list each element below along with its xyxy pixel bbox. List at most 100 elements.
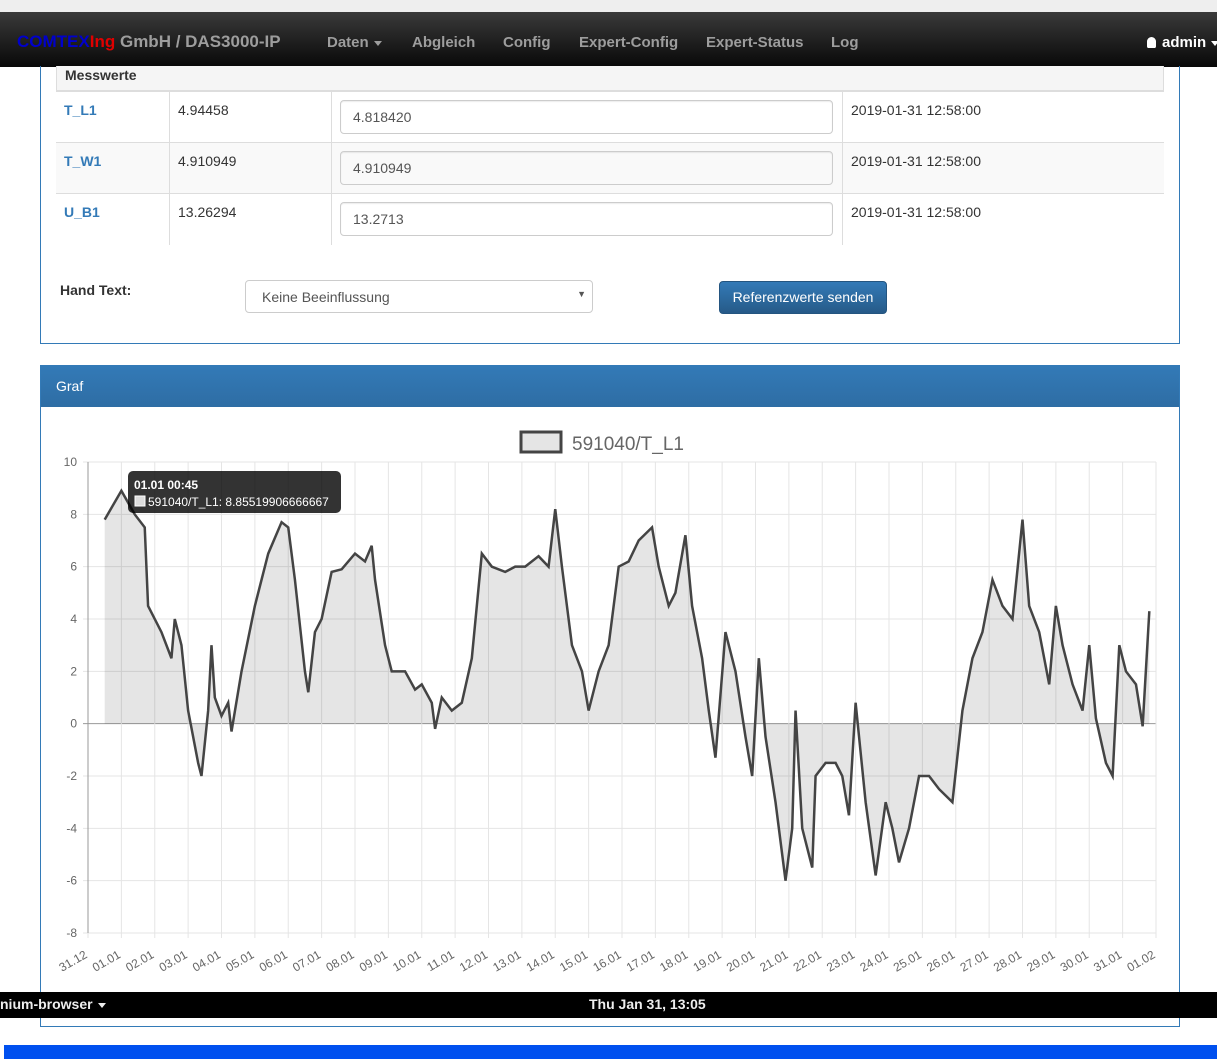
table-cell: 13.2713 (332, 194, 843, 245)
x-tick-label: 30.01 (1058, 947, 1091, 974)
value-input[interactable]: 4.818420 (340, 100, 833, 134)
select-text: Keine Beeinflussung (262, 289, 390, 305)
x-tick-label: 27.01 (958, 947, 991, 974)
value-input[interactable]: 4.910949 (340, 151, 833, 185)
cell-text: 13.26294 (178, 204, 237, 220)
nav-item[interactable]: Config (503, 34, 551, 51)
brand-c: GmbH / DAS3000-IP (119, 32, 281, 51)
table-row: T_L1 4.94458 4.818420 2019-01-31 12:58:00 (56, 91, 1164, 143)
channel-link[interactable]: T_W1 (64, 153, 102, 169)
nav-item[interactable]: Expert-Config (579, 34, 679, 51)
y-tick-label: 6 (70, 560, 77, 574)
table-cell: 4.910949 (170, 143, 332, 194)
x-tick-label: 03.01 (157, 947, 190, 974)
x-tick-label: 25.01 (891, 947, 924, 974)
table-heading: Messwerte (56, 66, 1164, 91)
panel-heading: Graf (41, 366, 1179, 407)
x-tick-label: 31.12 (56, 947, 89, 974)
form-label: Hand Text: (60, 282, 132, 298)
table-cell: 4.910949 (332, 143, 843, 194)
value-input[interactable]: 13.2713 (340, 202, 833, 236)
heading-text: Messwerte (65, 67, 137, 83)
x-tick-label: 18.01 (657, 947, 690, 974)
user-name: admin (1162, 34, 1207, 51)
legend-swatch (519, 430, 563, 454)
x-tick-label: 06.01 (257, 947, 290, 974)
x-tick-label: 01.01 (90, 947, 123, 974)
x-tick-label: 15.01 (557, 947, 590, 974)
app-text: nium-browser (0, 996, 93, 1012)
table-row: T_W1 4.910949 4.910949 2019-01-31 12:58:00 (56, 142, 1164, 194)
table-cell: 13.26294 (170, 194, 332, 245)
x-tick-label: 26.01 (924, 947, 957, 974)
x-tick-label: 10.01 (390, 947, 423, 974)
x-tick-label: 19.01 (691, 947, 724, 974)
nav-item[interactable]: Log (831, 34, 859, 51)
y-tick-label: 2 (70, 664, 77, 678)
x-tick-label: 20.01 (724, 947, 757, 974)
taskbar: nium-browser Thu Jan 31, 13:05 (0, 992, 1217, 1018)
x-tick-label: 13.01 (490, 947, 523, 974)
x-tick-label: 28.01 (991, 947, 1024, 974)
cell-text: 2019-01-31 12:58:00 (851, 204, 981, 220)
y-tick-label: -8 (66, 926, 77, 940)
tooltip-text: 591040/T_L1: 8.85519906666667 (148, 495, 329, 509)
x-tick-label: 08.01 (323, 947, 356, 974)
nav-item[interactable]: Expert-Status (706, 34, 804, 51)
x-tick-label: 31.01 (1091, 947, 1124, 974)
brand[interactable]: COMTEXIng GmbH / DAS3000-IP (17, 32, 281, 52)
nav-item[interactable]: Abgleich (412, 34, 476, 51)
table-cell: 2019-01-31 12:58:00 (843, 143, 1164, 194)
x-tick-label: 01.02 (1124, 947, 1157, 974)
taskbar-clock: Thu Jan 31, 13:05 (589, 996, 706, 1012)
user-menu[interactable]: admin (1147, 34, 1217, 51)
channel-link[interactable]: T_L1 (64, 102, 97, 118)
table-row: U_B1 13.26294 13.2713 2019-01-31 12:58:00 (56, 193, 1164, 245)
tooltip (128, 471, 341, 513)
x-tick-label: 21.01 (757, 947, 790, 974)
y-tick-label: -2 (66, 769, 77, 783)
x-tick-label: 17.01 (624, 947, 657, 974)
brand-b: Ing (89, 32, 116, 51)
select[interactable]: Keine Beeinflussung ▼ (245, 280, 593, 313)
navbar: COMTEXIng GmbH / DAS3000-IP Daten Abglei… (0, 12, 1217, 67)
y-tick-label: 0 (70, 717, 77, 731)
x-tick-label: 04.01 (190, 947, 223, 974)
legend-label: 591040/T_L1 (572, 434, 684, 455)
cell-text: 2019-01-31 12:58:00 (851, 102, 981, 118)
x-tick-label: 23.01 (824, 947, 857, 974)
table-cell: 4.94458 (170, 92, 332, 143)
cell-text: 2019-01-31 12:58:00 (851, 153, 981, 169)
y-tick-label: 4 (70, 612, 77, 626)
y-tick-label: -4 (66, 821, 77, 835)
bottom-bar (4, 1045, 1217, 1059)
tooltip-title: 01.01 00:45 (134, 478, 198, 492)
nav-item[interactable]: Daten (327, 34, 382, 51)
table-cell: 2019-01-31 12:58:00 (843, 92, 1164, 143)
taskbar-app[interactable]: nium-browser (0, 996, 106, 1012)
table-cell: 2019-01-31 12:58:00 (843, 194, 1164, 245)
line (103, 488, 1151, 881)
x-tick-label: 09.01 (357, 947, 390, 974)
x-tick-label: 16.01 (590, 947, 623, 974)
x-tick-label: 29.01 (1024, 947, 1057, 974)
y-tick-label: 10 (64, 455, 78, 469)
y-tick-label: -6 (66, 874, 77, 888)
table-cell: T_L1 (56, 92, 170, 143)
reference-panel (40, 66, 1180, 344)
channel-link[interactable]: U_B1 (64, 204, 100, 220)
cell-text: 4.910949 (178, 153, 237, 169)
x-tick-label: 14.01 (524, 947, 557, 974)
brand-a: COMTEX (17, 32, 90, 51)
cell-text: 4.94458 (178, 102, 229, 118)
nav-text: Daten (327, 34, 369, 51)
x-tick-label: 12.01 (457, 947, 490, 974)
area (104, 490, 1150, 881)
x-tick-label: 05.01 (223, 947, 256, 974)
graph-panel (40, 365, 1180, 1027)
x-tick-label: 02.01 (123, 947, 156, 974)
send-button[interactable]: Referenzwerte senden (719, 281, 887, 314)
tooltip-swatch (134, 495, 146, 507)
table-cell: U_B1 (56, 194, 170, 245)
